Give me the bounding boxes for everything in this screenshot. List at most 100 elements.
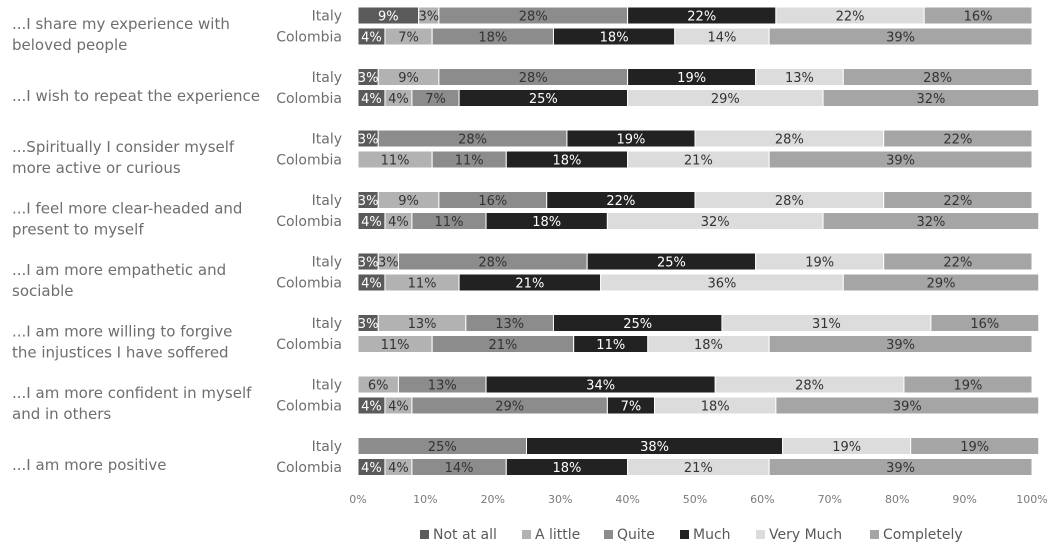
x-tick-label: 10% (413, 493, 437, 506)
data-label: 21% (684, 461, 713, 476)
legend-swatch (680, 530, 689, 539)
question-label: ...I wish to repeat the experience (12, 87, 260, 105)
data-label: 14% (708, 31, 737, 46)
country-label: Italy (312, 378, 342, 394)
data-label: 9% (398, 71, 419, 86)
data-label: 19% (805, 256, 834, 271)
data-label: 13% (408, 317, 437, 332)
data-label: 22% (836, 10, 865, 25)
data-label: 4% (388, 400, 409, 415)
data-label: 14% (445, 461, 474, 476)
question-label: ...I am more empathetic and (12, 261, 226, 279)
country-label: Italy (312, 132, 342, 148)
data-label: 7% (425, 92, 446, 107)
legend: Not at all A little Quite Much Very Much Comp… (420, 527, 963, 543)
data-label: 18% (552, 461, 581, 476)
bar-segment (768, 27, 1033, 46)
bar-segment (930, 314, 1040, 332)
data-label: 4% (361, 31, 382, 46)
data-label: 11% (381, 154, 410, 169)
data-label: 32% (701, 215, 730, 230)
data-label: 18% (532, 215, 561, 230)
country-label: Colombia (276, 214, 342, 230)
question-label: ...I share my experience with (12, 15, 230, 33)
bar-segment (822, 89, 1040, 107)
data-label: 28% (775, 194, 804, 209)
x-tick-label: 20% (481, 493, 505, 506)
data-label: 28% (775, 133, 804, 148)
question-label: ...I feel more clear-headed and (12, 200, 242, 218)
x-tick-label: 40% (615, 493, 639, 506)
data-label: 4% (361, 92, 382, 107)
bar-segment (768, 335, 1033, 353)
data-label: 13% (785, 71, 814, 86)
data-label: 28% (458, 133, 487, 148)
data-label: 28% (795, 379, 824, 394)
data-label: 29% (711, 92, 740, 107)
data-label: 9% (378, 10, 399, 25)
legend-label: Completely (883, 527, 963, 543)
question-labels: ...I share my experience with beloved peo… (12, 15, 260, 474)
data-label: 18% (478, 31, 507, 46)
data-label: 22% (943, 256, 972, 271)
data-label: 7% (621, 400, 642, 415)
x-tick-label: 80% (885, 493, 909, 506)
country-label: Italy (312, 193, 342, 209)
data-label: 21% (515, 277, 544, 292)
legend-swatch (604, 530, 613, 539)
data-label: 7% (398, 31, 419, 46)
data-label: 19% (954, 379, 983, 394)
question-label: beloved people (12, 36, 127, 54)
data-label: 4% (388, 461, 409, 476)
x-tick-label: 90% (952, 493, 976, 506)
data-label: 39% (886, 338, 915, 353)
data-label: 22% (687, 10, 716, 25)
data-label: 19% (677, 71, 706, 86)
data-label: 39% (893, 400, 922, 415)
bar-segment (883, 252, 1033, 271)
country-label: Italy (312, 9, 342, 25)
data-label: 21% (684, 154, 713, 169)
data-label: 11% (435, 215, 464, 230)
data-label: 16% (970, 317, 999, 332)
legend-label: Very Much (769, 527, 842, 543)
bar-segment (903, 375, 1033, 394)
data-label: 4% (361, 400, 382, 415)
data-label: 3% (378, 256, 399, 271)
data-label: 25% (623, 317, 652, 332)
data-label: 16% (478, 194, 507, 209)
data-label: 28% (478, 256, 507, 271)
data-label: 36% (708, 277, 737, 292)
data-label: 39% (886, 154, 915, 169)
data-label: 18% (694, 338, 723, 353)
data-label: 3% (418, 10, 439, 25)
data-label: 29% (495, 400, 524, 415)
data-label: 28% (519, 71, 548, 86)
data-label: 3% (358, 256, 379, 271)
data-label: 3% (358, 133, 379, 148)
legend-label: Not at all (433, 527, 497, 543)
legend-label: Much (693, 527, 731, 543)
data-label: 3% (358, 317, 379, 332)
data-label: 19% (960, 440, 989, 455)
data-label: 3% (358, 194, 379, 209)
x-tick-label: 30% (548, 493, 572, 506)
country-label: Italy (312, 316, 342, 332)
data-label: 21% (488, 338, 517, 353)
legend-label: Quite (617, 527, 655, 543)
country-label: Italy (312, 255, 342, 271)
question-label: sociable (12, 282, 74, 300)
data-label: 32% (916, 215, 945, 230)
bar-segment (842, 273, 1040, 292)
data-label: 31% (812, 317, 841, 332)
data-label: 4% (361, 215, 382, 230)
country-label: Colombia (276, 460, 342, 476)
data-label: 3% (358, 71, 379, 86)
legend-swatch (756, 530, 765, 539)
x-tick-label: 60% (750, 493, 774, 506)
question-label: present to myself (12, 221, 144, 239)
country-label: Colombia (276, 91, 342, 107)
data-label: 19% (617, 133, 646, 148)
data-label: 22% (943, 133, 972, 148)
data-label: 25% (529, 92, 558, 107)
